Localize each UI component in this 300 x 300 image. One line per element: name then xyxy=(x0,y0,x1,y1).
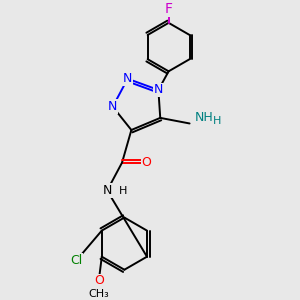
Text: O: O xyxy=(141,156,151,169)
Text: N: N xyxy=(103,184,112,197)
Text: N: N xyxy=(108,100,117,113)
Text: CH₃: CH₃ xyxy=(88,289,109,299)
Text: H: H xyxy=(119,185,127,196)
Text: N: N xyxy=(154,83,163,96)
Text: O: O xyxy=(94,274,104,287)
Text: Cl: Cl xyxy=(70,254,82,267)
Text: H: H xyxy=(212,116,221,126)
Text: NH: NH xyxy=(194,111,213,124)
Text: F: F xyxy=(165,2,172,16)
Text: N: N xyxy=(123,72,132,85)
